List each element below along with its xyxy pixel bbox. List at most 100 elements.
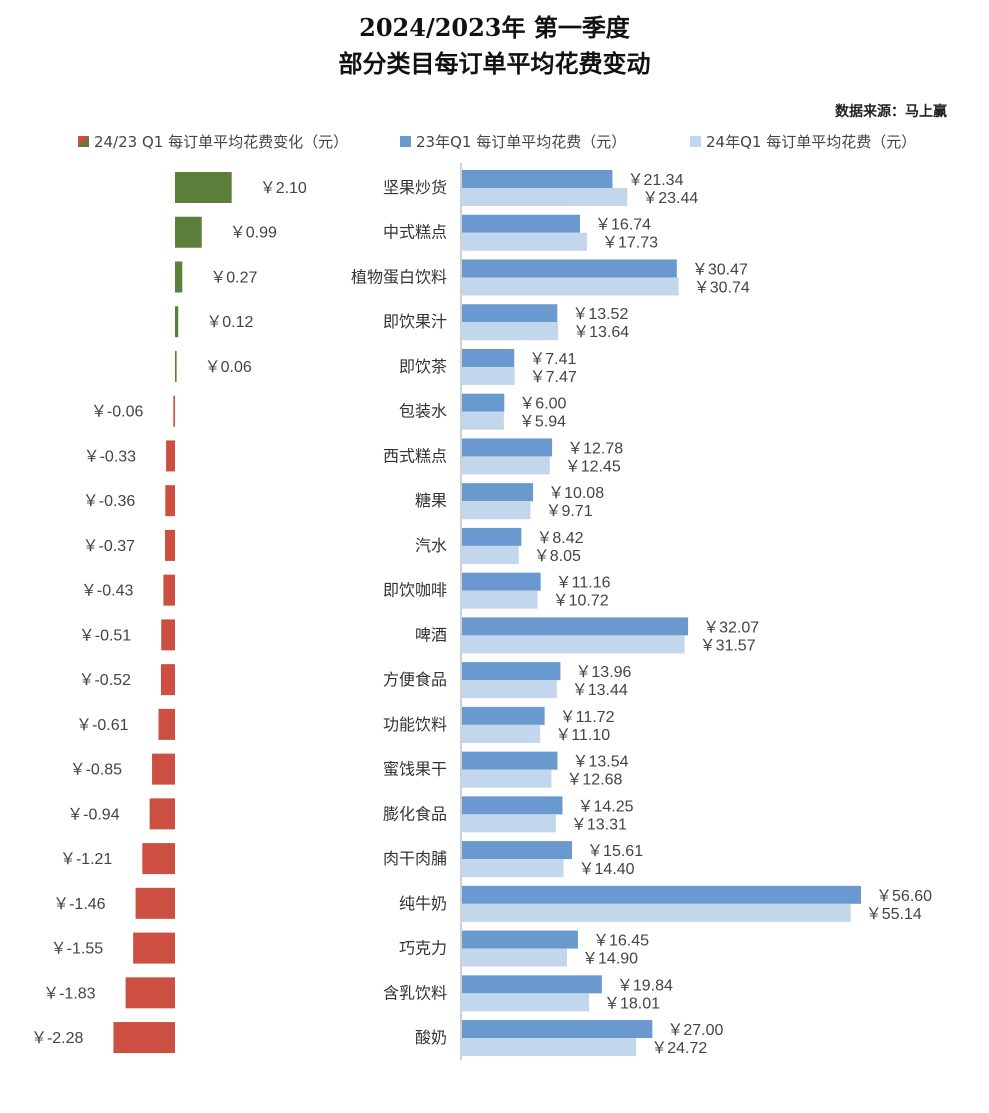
legend-swatch-2023 <box>400 136 411 147</box>
bar-2023 <box>462 662 561 681</box>
change-label: ￥-1.83 <box>43 985 96 1002</box>
change-label: ￥-0.85 <box>70 762 123 779</box>
change-bar <box>135 887 175 919</box>
change-bar <box>165 485 175 517</box>
value-label-2023: ￥32.07 <box>703 619 759 636</box>
change-label: ￥-0.36 <box>83 493 136 510</box>
value-label-2023: ￥13.54 <box>572 754 628 771</box>
change-bar <box>163 574 175 606</box>
value-label-2024: ￥5.94 <box>519 414 566 431</box>
legend-label: 24/23 Q1 每订单平均花费变化（元） <box>94 133 349 151</box>
value-label-2023: ￥56.60 <box>876 888 932 905</box>
value-label-2024: ￥17.73 <box>602 235 658 252</box>
category-label: 即饮茶 <box>399 358 447 376</box>
bar-2023 <box>462 438 553 457</box>
category-label: 蜜饯果干 <box>383 760 447 779</box>
change-label: ￥-0.37 <box>83 538 136 555</box>
value-label-2024: ￥12.45 <box>565 458 621 475</box>
bar-2024 <box>462 903 851 922</box>
bar-2023 <box>462 483 534 502</box>
value-label-2024: ￥18.01 <box>604 995 660 1012</box>
bar-2024 <box>462 366 515 385</box>
legend-item-2023: 23年Q1 每订单平均花费（元） <box>400 131 626 152</box>
bar-2023 <box>462 841 573 860</box>
bar-2024 <box>462 590 538 609</box>
bar-2023 <box>462 617 689 636</box>
bar-2023 <box>462 170 613 188</box>
change-bar <box>173 395 175 427</box>
change-bar <box>175 172 232 203</box>
bar-2023 <box>462 930 578 949</box>
change-label: ￥-0.52 <box>78 672 131 689</box>
category-label: 功能饮料 <box>383 716 447 734</box>
legend-item-2024: 24年Q1 每订单平均花费（元） <box>690 131 916 152</box>
bar-2023 <box>462 527 522 546</box>
value-label-2024: ￥14.40 <box>579 861 635 878</box>
change-bar <box>175 216 202 248</box>
change-label: ￥-0.94 <box>67 806 120 823</box>
value-label-2023: ￥27.00 <box>667 1022 723 1039</box>
category-label: 即饮果汁 <box>383 313 447 331</box>
value-label-2023: ￥6.00 <box>519 396 566 413</box>
change-bar <box>152 753 175 785</box>
change-label: ￥0.06 <box>205 359 252 376</box>
bar-2023 <box>462 393 505 412</box>
value-label-2024: ￥7.47 <box>530 369 577 386</box>
bar-2024 <box>462 769 552 788</box>
value-label-2024: ￥13.31 <box>571 816 627 833</box>
bar-2023 <box>462 751 558 770</box>
change-label: ￥-0.61 <box>76 717 129 734</box>
change-label: ￥-0.33 <box>84 448 137 465</box>
change-label: ￥0.27 <box>210 269 257 286</box>
value-label-2023: ￥16.45 <box>593 933 649 950</box>
bar-2023 <box>462 706 545 725</box>
value-label-2024: ￥31.57 <box>700 637 756 654</box>
change-bar <box>158 708 175 740</box>
category-label: 膨化食品 <box>383 805 447 823</box>
change-bar <box>125 977 175 1009</box>
bar-2023 <box>462 572 541 591</box>
value-label-2024: ￥23.44 <box>642 190 698 207</box>
change-bar <box>175 261 183 293</box>
value-label-2024: ￥13.44 <box>572 682 628 699</box>
change-label: ￥-0.51 <box>79 627 132 644</box>
change-bar <box>161 619 175 651</box>
change-label: ￥0.12 <box>206 314 253 331</box>
change-bar <box>165 529 175 561</box>
change-bar <box>142 843 175 875</box>
bar-2023 <box>462 214 581 233</box>
value-label-2023: ￥15.61 <box>587 843 643 860</box>
value-label-2023: ￥11.16 <box>556 575 611 592</box>
value-label-2023: ￥14.25 <box>577 798 633 815</box>
bar-2023 <box>462 259 677 278</box>
category-label: 包装水 <box>399 403 447 421</box>
bar-2024 <box>462 993 589 1012</box>
change-label: ￥-2.28 <box>31 1030 84 1047</box>
change-label: ￥-1.46 <box>53 896 106 913</box>
value-label-2024: ￥12.68 <box>566 772 622 789</box>
change-label: ￥-0.43 <box>81 583 134 600</box>
value-label-2023: ￥16.74 <box>595 217 651 234</box>
change-bar <box>149 798 175 830</box>
value-label-2024: ￥30.74 <box>694 279 750 296</box>
category-label: 中式糕点 <box>383 224 447 242</box>
category-label: 方便食品 <box>383 671 447 689</box>
data-source: 数据来源：马上赢 <box>835 104 947 120</box>
value-label-2023: ￥30.47 <box>692 261 748 278</box>
category-label: 纯牛奶 <box>399 895 447 913</box>
bar-2024 <box>462 1038 637 1057</box>
bar-2023 <box>462 885 862 904</box>
legend-label: 24年Q1 每订单平均花费（元） <box>706 133 917 151</box>
change-label: ￥0.99 <box>230 225 277 242</box>
bar-2023 <box>462 975 602 994</box>
category-label: 含乳饮料 <box>383 984 447 1002</box>
bar-2024 <box>462 277 679 296</box>
value-label-2024: ￥14.90 <box>582 951 638 968</box>
bar-2024 <box>462 322 559 341</box>
bar-2024 <box>462 188 628 206</box>
bar-2024 <box>462 232 587 251</box>
chart-title: 2024/2023年 第一季度 <box>359 13 630 42</box>
value-label-2024: ￥13.64 <box>573 324 629 341</box>
change-label: ￥-1.21 <box>60 851 113 868</box>
